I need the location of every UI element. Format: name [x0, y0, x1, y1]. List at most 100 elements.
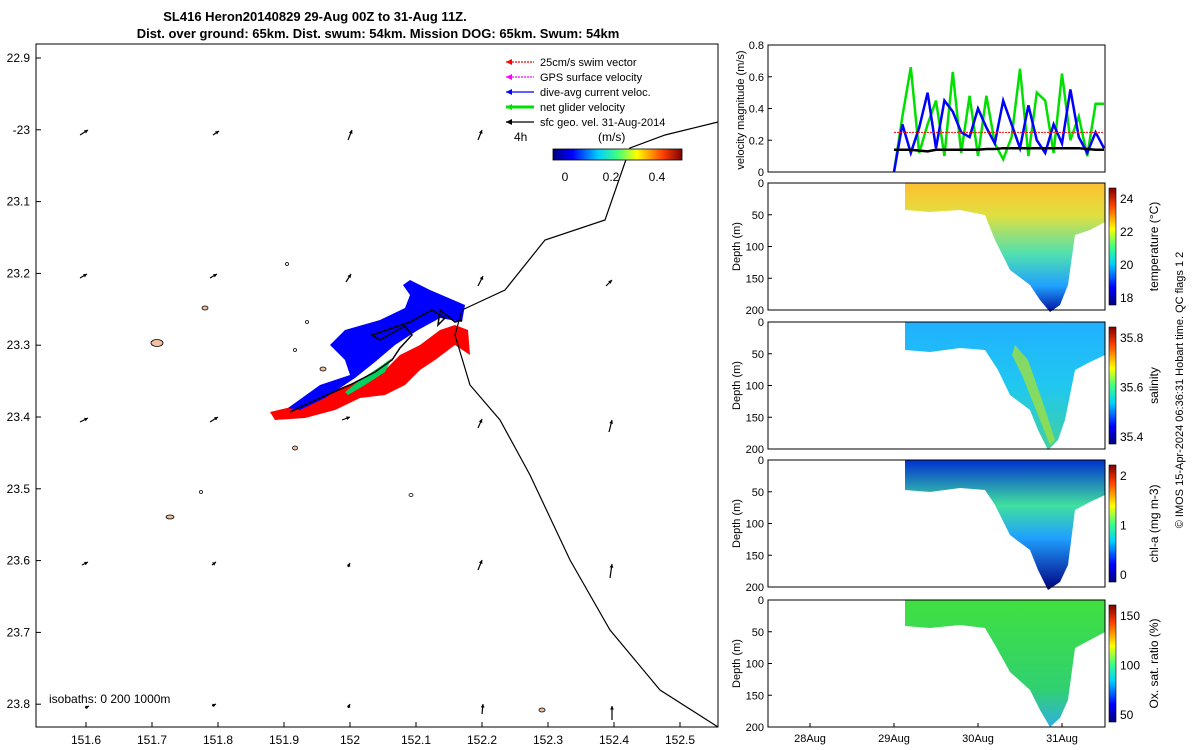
colorbar-label: (m/s): [598, 130, 625, 144]
geostrophic-arrowhead: [479, 276, 484, 280]
velocity-series-line: [892, 67, 1104, 173]
section-colorbar-tick: 35.8: [1120, 331, 1144, 345]
section-colorbar-tick: 2: [1120, 469, 1127, 483]
section-colorbar-tick: 35.6: [1120, 381, 1144, 395]
geostrophic-arrowhead: [608, 280, 612, 284]
section-colorbar-label: salinity: [1147, 367, 1161, 404]
section-y-tick-label: 50: [752, 210, 764, 222]
section-colorbar-tick: 22: [1120, 225, 1134, 239]
section-colorbar-tick: 20: [1120, 258, 1134, 272]
map-x-tick-label: 152: [340, 733, 360, 747]
net-velocity-patch: [345, 358, 392, 395]
legend-arrowhead: [506, 74, 512, 80]
map-y-tick-label: 23.3: [7, 338, 31, 352]
colorbar-tick: 0.4: [649, 170, 666, 184]
map-x-tick-label: 151.6: [71, 733, 101, 747]
legend-arrowhead: [506, 104, 512, 110]
section-ylabel: Depth (m): [731, 499, 743, 548]
geostrophic-arrowhead: [215, 131, 219, 135]
section-colorbar: [1108, 464, 1117, 583]
section-colorbar: [1108, 187, 1117, 306]
map-y-ticks: 22.9 -23 23.1 23.2 23.3 23.4 23.5 23.6 23.7 23.8: [7, 51, 41, 711]
reef-isobath: [292, 445, 298, 451]
velocity-y-tick-label: 0.4: [749, 104, 764, 116]
section-colorbar-label: Ox. sat. ratio (%): [1147, 618, 1161, 708]
geostrophic-arrowhead: [85, 705, 89, 710]
map-y-tick-label: -23: [13, 123, 31, 137]
section-colorbar: [1108, 604, 1117, 723]
velocity-y-tick-label: 0.6: [749, 72, 764, 84]
chart-title-line1: SL416 Heron20140829 29-Aug 00Z to 31-Aug…: [163, 9, 466, 24]
colorbar-ramp: [552, 148, 683, 161]
legend-label: net glider velocity: [540, 102, 625, 114]
section-y-tick-label: 50: [752, 349, 764, 361]
section-y-tick-label: 150: [746, 690, 764, 702]
section-y-tick-label: 150: [746, 273, 764, 285]
map-x-ticks: 151.6 151.7 151.8 151.9 152 152.1 152.2 152.3 15…: [71, 722, 695, 747]
salinity-section: [905, 322, 1105, 450]
map-y-tick-label: 22.9: [7, 51, 31, 65]
section-y-tick-label: 100: [746, 519, 764, 531]
map-x-tick-label: 152.3: [533, 733, 563, 747]
section-colorbar-tick: 50: [1120, 708, 1134, 722]
reef-isobath: [165, 514, 175, 520]
geostrophic-arrowhead: [478, 130, 483, 134]
velocity-y-tick-label: 0.8: [749, 40, 764, 52]
section-colorbar-tick: 18: [1120, 291, 1134, 305]
section-y-tick-label: 0: [758, 595, 764, 607]
section-y-tick-label: 50: [752, 487, 764, 499]
geostrophic-arrowhead: [212, 562, 216, 566]
section-colorbar: [1108, 326, 1117, 445]
legend-label: dive-avg current veloc.: [540, 87, 651, 99]
reef-isobath: [319, 366, 327, 372]
geostrophic-arrowhead: [348, 130, 353, 134]
map-y-tick-label: 23.8: [7, 697, 31, 711]
section-y-tick-label: 200: [746, 444, 764, 456]
map-y-tick-label: 23.5: [7, 482, 31, 496]
map-y-tick-label: 23.7: [7, 625, 31, 639]
section-y-tick-label: 100: [746, 242, 764, 254]
section-colorbar-label: temperature (°C): [1147, 202, 1161, 292]
geostrophic-arrowhead: [347, 274, 351, 278]
map-legend: 25cm/s swim vector GPS surface velocity di…: [506, 57, 665, 129]
section-y-tick-label: 0: [758, 178, 764, 190]
credit-text: © IMOS 15-Apr-2024 06:36:31 Hobart time.…: [1174, 252, 1186, 529]
section-colorbar-tick: 100: [1120, 659, 1140, 673]
reef-isobath: [538, 707, 546, 713]
geostrophic-arrows: [79, 129, 614, 720]
chart-title-line2: Dist. over ground: 65km. Dist. swum: 54k…: [137, 26, 620, 41]
reef-isobath: [285, 262, 289, 266]
geostrophic-arrowhead: [610, 706, 614, 710]
velocity-series: [892, 67, 1106, 173]
section-colorbar-tick: 1: [1120, 519, 1127, 533]
oxygen-section: [905, 600, 1105, 727]
legend-label: 25cm/s swim vector: [540, 57, 637, 69]
speed-colorbar: 4h (m/s) 0 0.2 0.4: [514, 130, 683, 184]
geostrophic-arrowhead: [212, 703, 216, 708]
section-ylabel: Depth (m): [731, 361, 743, 410]
colorbar-tick: 0.2: [603, 170, 620, 184]
section-y-tick-label: 150: [746, 412, 764, 424]
section-colorbar-tick: 24: [1120, 192, 1134, 206]
legend-arrowhead: [506, 59, 512, 65]
geostrophic-arrowhead: [84, 561, 88, 566]
section-ylabel: Depth (m): [731, 639, 743, 688]
reef-isobath: [150, 339, 164, 347]
velocity-y-tick-label: 0: [758, 167, 764, 179]
section-y-tick-label: 200: [746, 722, 764, 734]
map-y-tick-label: 23.4: [7, 410, 31, 424]
map-y-tick-label: 23.1: [7, 195, 31, 209]
map-x-tick-label: 152.2: [467, 733, 497, 747]
velocity-series-line: [894, 146, 1104, 153]
geostrophic-arrowhead: [213, 274, 217, 278]
current-vector-patch: [288, 280, 465, 410]
velocity-ylabel: velocity magnitude (m/s): [735, 50, 747, 169]
coastline: [454, 121, 719, 728]
reef-isobath: [201, 305, 209, 311]
geostrophic-arrowhead: [346, 563, 351, 567]
velocity-y-tick-label: 0.2: [749, 135, 764, 147]
section-y-tick-label: 200: [746, 582, 764, 594]
geostrophic-arrowhead: [214, 417, 218, 421]
legend-label: GPS surface velocity: [540, 72, 643, 84]
